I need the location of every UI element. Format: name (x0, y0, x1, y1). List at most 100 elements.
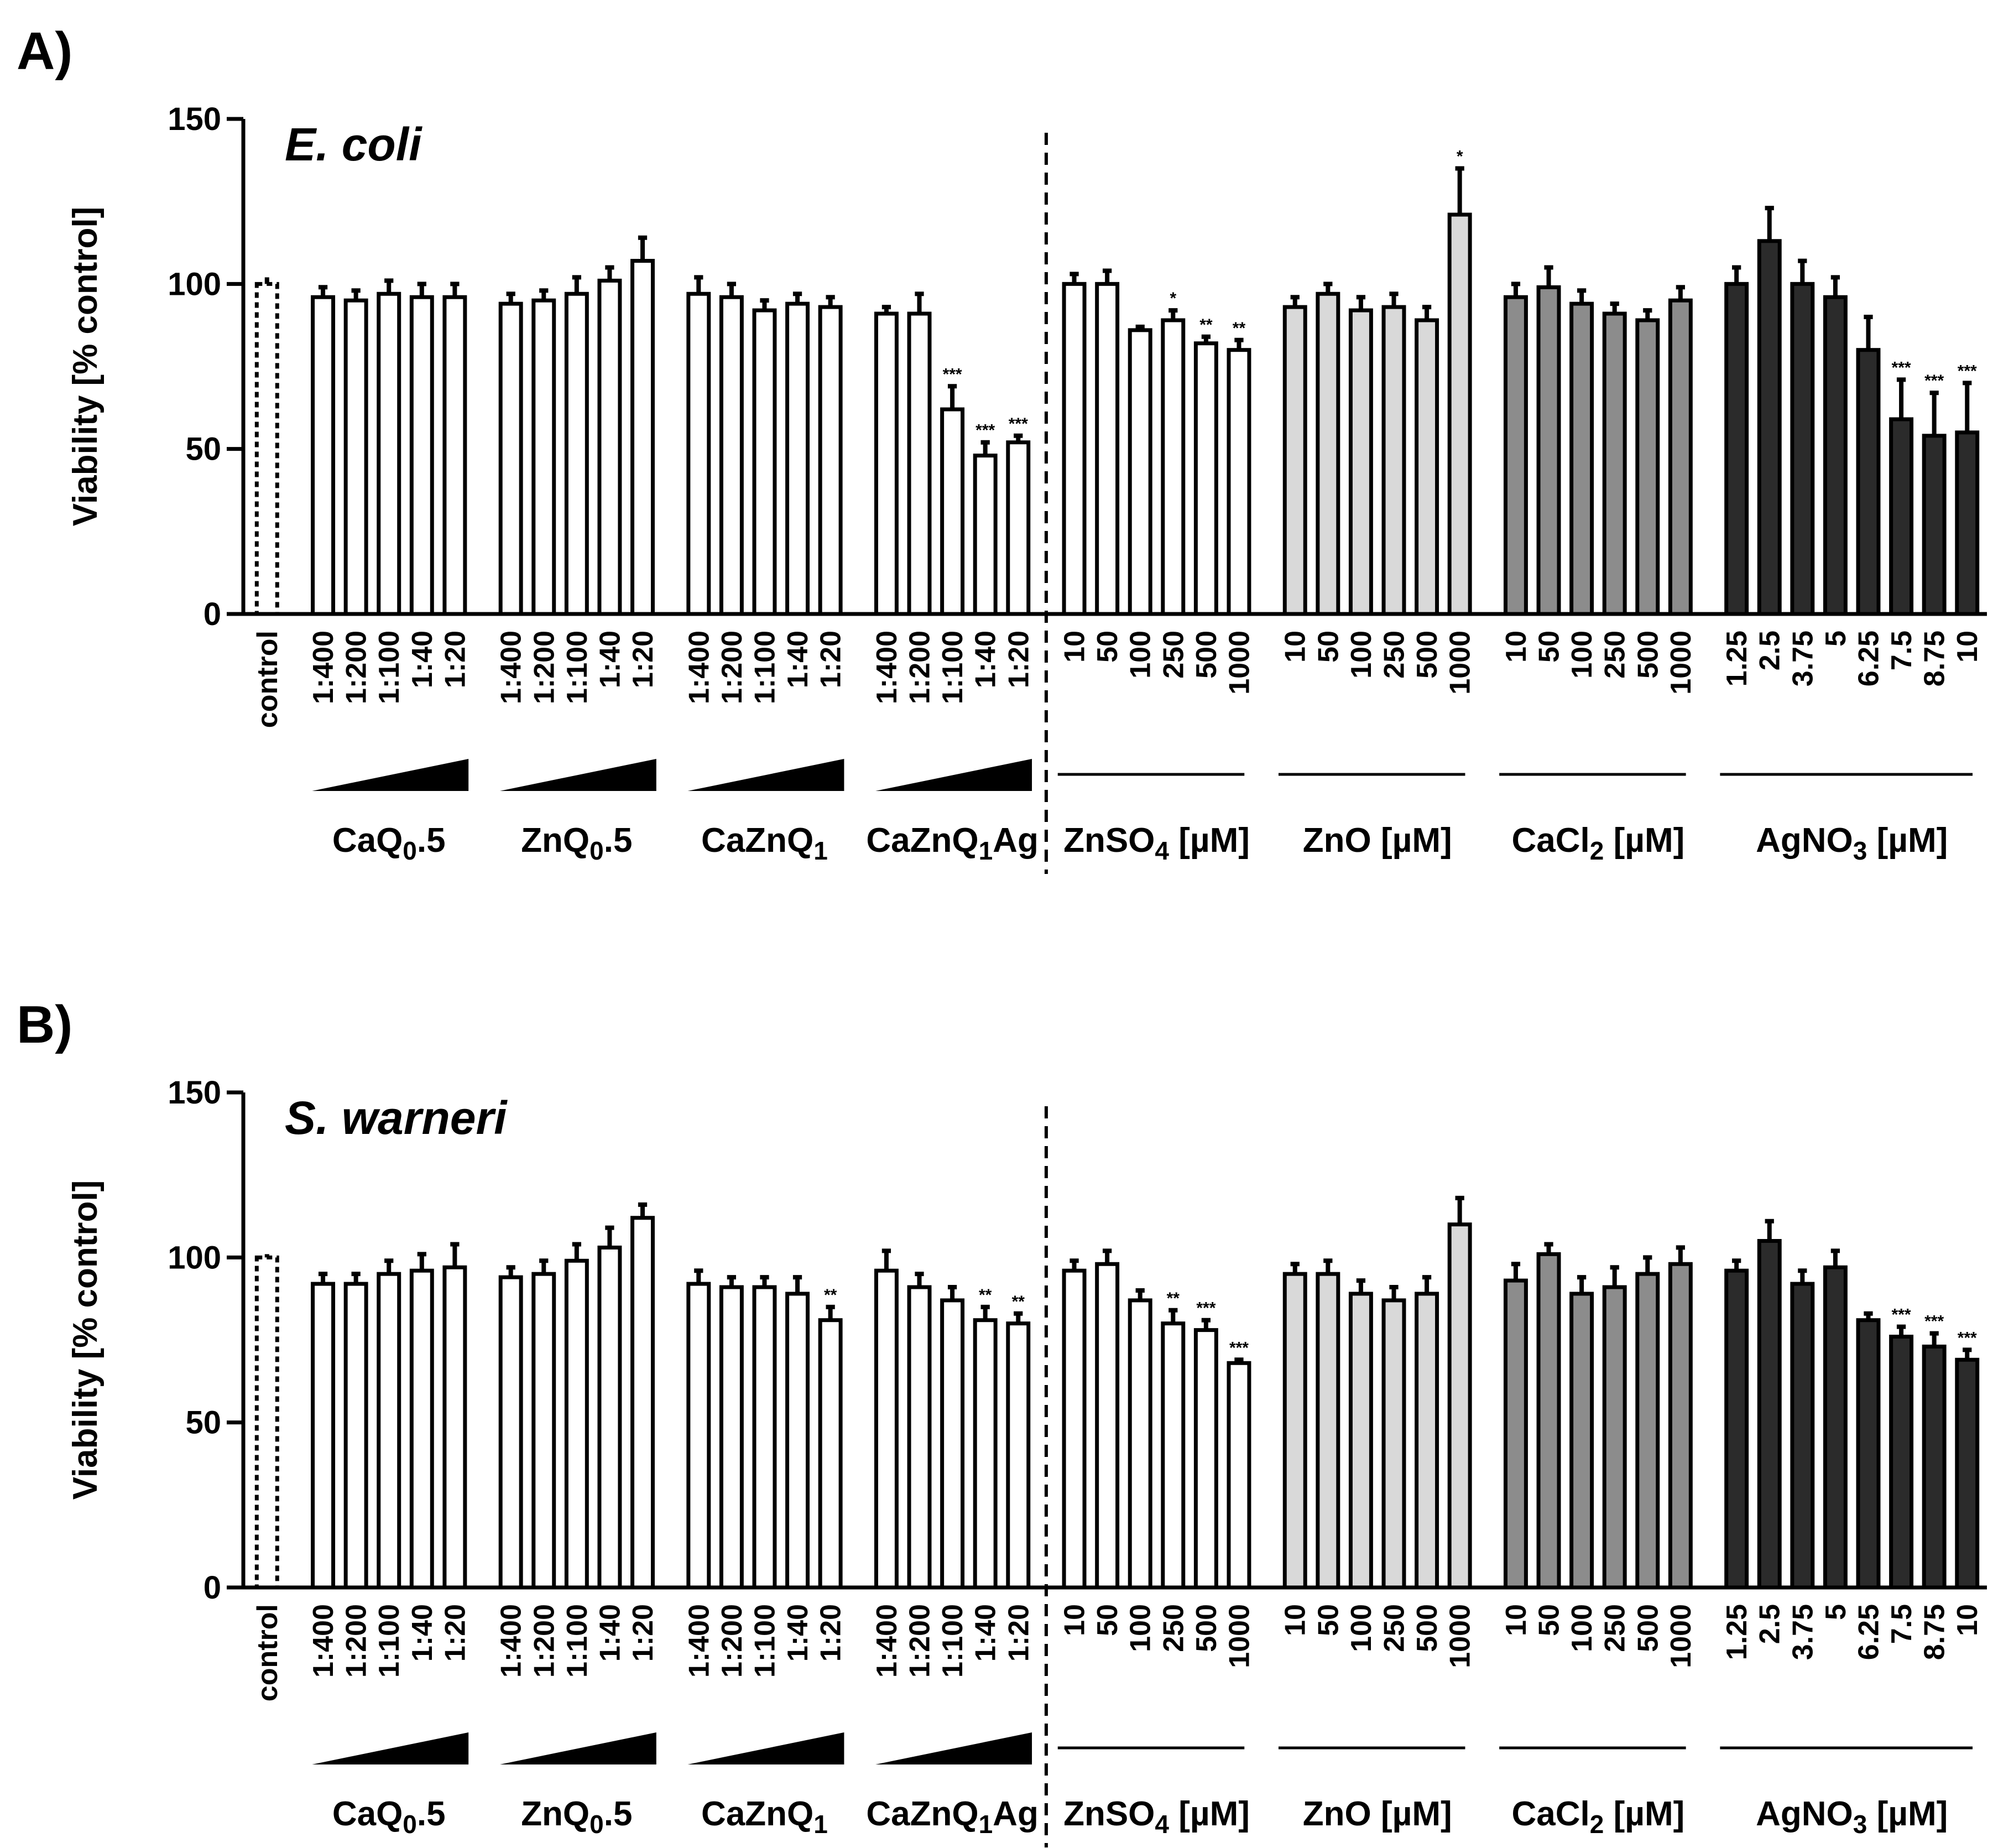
x-tick-label: 50 (1092, 1604, 1124, 1636)
x-tick-label: 1000 (1223, 631, 1255, 695)
bar (377, 291, 401, 616)
x-tick-label: 7.5 (1886, 1604, 1918, 1644)
x-tick-label: 1:200 (341, 631, 373, 704)
x-tick-label: 1:400 (683, 631, 715, 704)
x-tick-label: 50 (1533, 1604, 1566, 1636)
x-tick-label: 10 (1952, 1604, 1984, 1636)
x-tick-label: 1:40 (970, 631, 1002, 688)
x-tick-label: 500 (1411, 631, 1443, 679)
group-label: AgNO3 [µM] (1756, 1795, 1948, 1839)
x-tick-label: 500 (1411, 1604, 1443, 1652)
x-tick-label: 100 (1566, 631, 1598, 679)
significance-label: *** (1196, 1299, 1216, 1318)
bar (597, 1245, 622, 1590)
bar (1889, 417, 1914, 616)
significance-label: *** (943, 365, 962, 383)
bar (1415, 1292, 1439, 1590)
y-tick-label: 150 (168, 101, 221, 137)
bar (1856, 1318, 1881, 1590)
y-tick-label: 0 (204, 596, 221, 632)
x-tick-label: 1:40 (782, 631, 814, 688)
x-tick-label: 250 (1378, 1604, 1410, 1652)
panel-label: A) (17, 22, 72, 81)
bar (874, 311, 899, 616)
x-tick-label: 1:200 (904, 1604, 936, 1678)
chart-title: S. warneri (285, 1092, 508, 1144)
x-tick-label: 1:400 (495, 1604, 528, 1678)
bar (973, 454, 998, 616)
bar (1889, 1335, 1914, 1590)
bar (1227, 1361, 1251, 1590)
x-tick-label: 1:100 (937, 631, 969, 704)
bar (597, 278, 622, 616)
y-tick-label: 50 (185, 431, 221, 467)
x-tick-label: 1.25 (1721, 1604, 1753, 1660)
bar (311, 295, 336, 616)
bar (1790, 1282, 1815, 1590)
x-tick-label: 1:20 (439, 1604, 471, 1662)
x-tick-label: 2.5 (1754, 1604, 1786, 1644)
significance-label: * (1170, 289, 1176, 308)
bar (1536, 285, 1561, 616)
bar (409, 1268, 434, 1590)
group-label: ZnO [µM] (1303, 1795, 1452, 1833)
x-tick-label: 1000 (1444, 631, 1477, 695)
bar (1062, 282, 1087, 616)
bar (1095, 1262, 1120, 1590)
group-label: CaCl2 [µM] (1512, 1795, 1685, 1839)
x-tick-label: 1:100 (373, 631, 405, 704)
bar (1095, 282, 1120, 616)
bar (686, 1282, 711, 1590)
significance-label: ** (1199, 316, 1213, 334)
bar (343, 1282, 368, 1590)
x-tick-label: 10 (1280, 1604, 1312, 1636)
x-tick-label: 1:100 (373, 1604, 405, 1678)
x-tick-label: 10 (1059, 1604, 1091, 1636)
x-tick-label: 1:100 (749, 631, 781, 704)
bar (1415, 318, 1439, 616)
bar (531, 298, 556, 616)
control-label: control (252, 631, 284, 728)
bar (719, 1285, 744, 1590)
x-tick-label: 100 (1345, 1604, 1378, 1652)
bar (1602, 1285, 1627, 1590)
bar (785, 301, 810, 616)
bar (564, 291, 589, 616)
x-tick-label: 5 (1820, 631, 1852, 647)
x-tick-label: 10 (1500, 631, 1532, 663)
group-label: CaQ0.5 (332, 821, 446, 865)
y-tick-label: 100 (168, 1240, 221, 1276)
x-tick-label: 1:40 (970, 1604, 1002, 1662)
bar (1193, 341, 1218, 616)
bar (1161, 318, 1186, 616)
bar (311, 1282, 336, 1590)
x-tick-label: 1:20 (627, 631, 659, 688)
y-tick-label: 0 (204, 1570, 221, 1606)
significance-label: ** (1233, 319, 1246, 337)
x-tick-label: 500 (1191, 1604, 1223, 1652)
bar (630, 259, 655, 616)
x-tick-label: 2.5 (1754, 631, 1786, 670)
x-tick-label: 1:400 (683, 1604, 715, 1678)
x-tick-label: 1:20 (439, 631, 471, 688)
x-tick-label: 1:100 (937, 1604, 969, 1678)
dilution-wedge (499, 1732, 656, 1764)
x-tick-label: 6.25 (1853, 1604, 1885, 1660)
x-tick-label: 1:200 (528, 1604, 560, 1678)
group-label: ZnQ0.5 (521, 1795, 632, 1839)
x-tick-label: 10 (1500, 1604, 1532, 1636)
x-tick-label: 1000 (1665, 1604, 1697, 1668)
bar (1161, 1321, 1186, 1590)
bar (1635, 318, 1660, 616)
bar (1856, 348, 1881, 616)
x-tick-label: 50 (1312, 1604, 1344, 1636)
x-tick-label: 50 (1312, 631, 1344, 663)
bar (1536, 1252, 1561, 1590)
bar (1724, 1268, 1749, 1590)
significance-label: *** (1009, 415, 1028, 433)
x-tick-label: 250 (1378, 631, 1410, 679)
bar (1922, 434, 1947, 616)
x-tick-label: 1:400 (871, 1604, 903, 1678)
